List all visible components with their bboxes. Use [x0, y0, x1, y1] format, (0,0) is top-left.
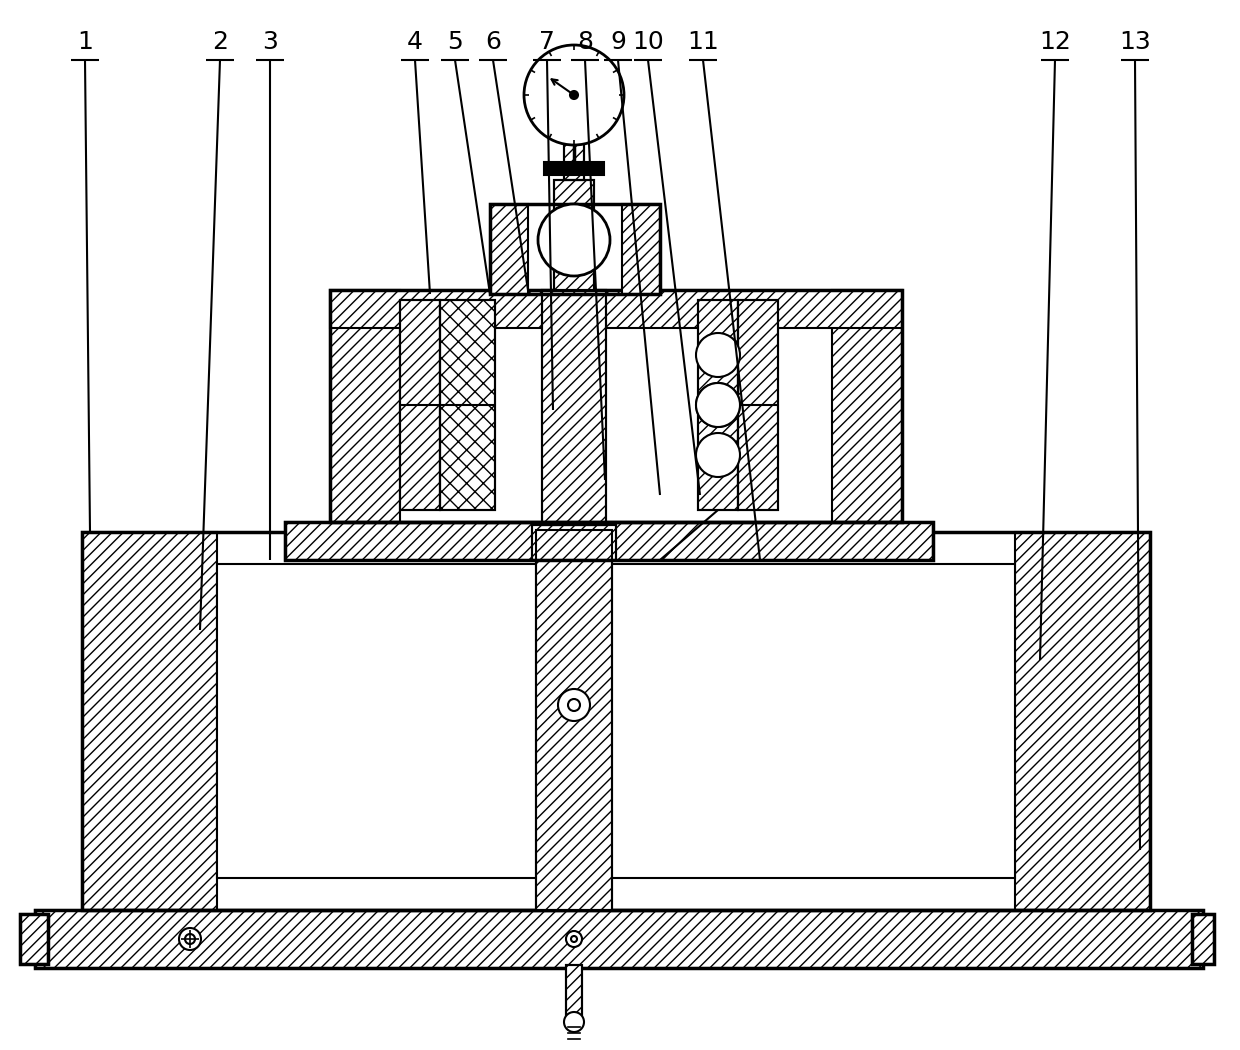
Text: 4: 4 [407, 30, 423, 54]
Circle shape [696, 383, 740, 427]
Text: 1: 1 [77, 30, 93, 54]
Text: 3: 3 [262, 30, 278, 54]
Bar [564, 105, 584, 180]
Bar [82, 532, 217, 910]
Circle shape [564, 1012, 584, 1032]
Bar [285, 522, 932, 560]
Bar [532, 525, 616, 560]
Text: 5: 5 [448, 30, 463, 54]
Bar [330, 290, 901, 328]
Circle shape [570, 936, 577, 942]
Bar [554, 180, 594, 290]
Circle shape [696, 383, 740, 427]
Text: 6: 6 [485, 30, 501, 54]
Bar [82, 532, 1149, 910]
Circle shape [565, 931, 582, 947]
Circle shape [525, 45, 624, 145]
Circle shape [179, 928, 201, 950]
Bar [738, 300, 777, 510]
Circle shape [696, 333, 740, 377]
Bar [440, 300, 495, 510]
Bar [330, 290, 401, 522]
Bar [1192, 914, 1214, 964]
Bar [1016, 532, 1149, 910]
Bar [35, 910, 1203, 968]
Bar [490, 204, 660, 294]
Text: 8: 8 [577, 30, 593, 54]
Bar [542, 290, 606, 525]
Bar [564, 105, 584, 180]
Circle shape [568, 699, 580, 711]
Bar [536, 530, 613, 910]
Circle shape [696, 433, 740, 477]
Bar [698, 300, 738, 510]
Bar [565, 965, 582, 1015]
Text: 10: 10 [632, 30, 663, 54]
Text: 2: 2 [212, 30, 228, 54]
Bar [536, 530, 613, 910]
Bar [542, 290, 606, 525]
Bar [532, 525, 616, 560]
Circle shape [558, 689, 590, 721]
Bar [698, 300, 738, 510]
Bar [20, 914, 48, 964]
Text: 11: 11 [687, 30, 719, 54]
Bar [285, 522, 932, 560]
Bar [217, 564, 1016, 878]
Bar [738, 300, 777, 510]
Circle shape [185, 934, 195, 944]
Text: 7: 7 [539, 30, 556, 54]
Bar [35, 910, 1203, 968]
Circle shape [538, 204, 610, 276]
Bar [401, 300, 440, 510]
Bar [440, 300, 495, 510]
Bar [20, 914, 48, 964]
Bar [565, 965, 582, 1015]
Text: 13: 13 [1120, 30, 1151, 54]
Circle shape [570, 91, 578, 99]
Bar [1192, 914, 1214, 964]
Text: 9: 9 [610, 30, 626, 54]
Bar [622, 204, 660, 294]
Bar [544, 162, 604, 175]
Bar [401, 300, 440, 510]
Text: 12: 12 [1039, 30, 1071, 54]
Bar [330, 290, 901, 522]
Bar [490, 204, 528, 294]
Bar [832, 290, 901, 522]
Bar [554, 180, 594, 290]
